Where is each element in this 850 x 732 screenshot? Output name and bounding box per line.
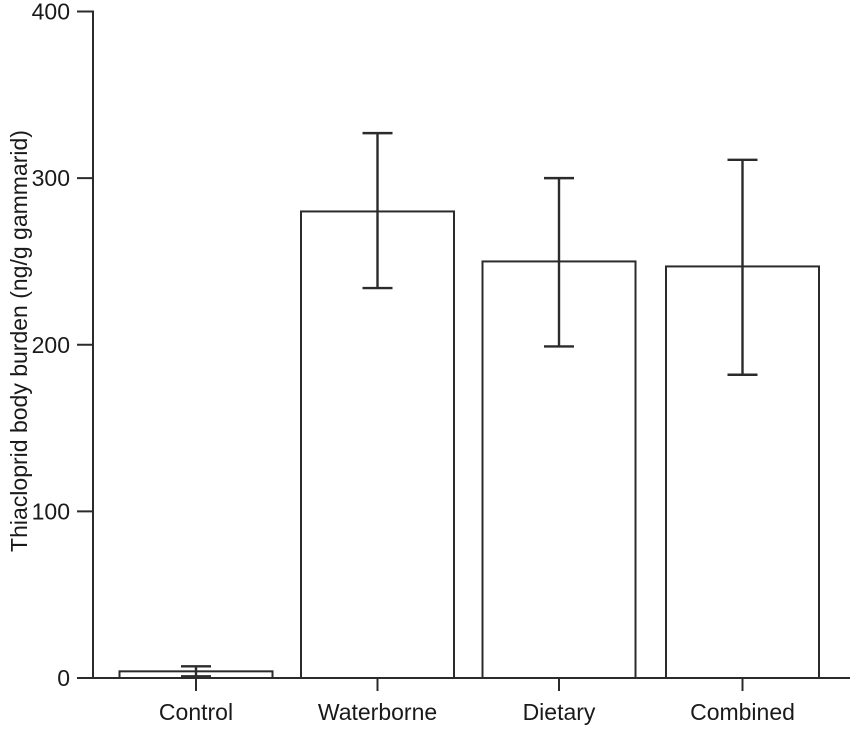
y-tick-label: 400 bbox=[32, 0, 70, 25]
x-category-label-dietary: Dietary bbox=[523, 699, 596, 725]
x-category-label-combined: Combined bbox=[690, 699, 795, 725]
y-axis-title: Thiacloprid body burden (ng/g gammarid) bbox=[6, 130, 32, 552]
y-tick-label: 100 bbox=[32, 498, 70, 524]
y-tick-label: 200 bbox=[32, 332, 70, 358]
y-tick-label: 0 bbox=[57, 665, 70, 691]
x-category-label-control: Control bbox=[159, 699, 233, 725]
y-tick-label: 300 bbox=[32, 165, 70, 191]
x-category-label-waterborne: Waterborne bbox=[318, 699, 437, 725]
